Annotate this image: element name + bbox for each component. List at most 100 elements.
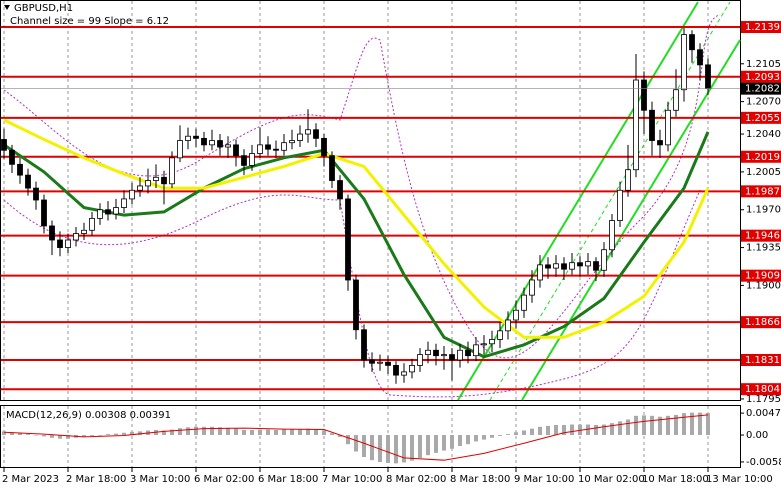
candle-body [401,371,407,376]
macd-bar [426,435,430,456]
title-arrow [4,5,10,10]
macd-bar [282,429,286,436]
macd-bar [578,424,582,436]
candle-body [417,354,423,366]
current-price-label: 1.2082 [745,84,780,95]
macd-bar [682,413,686,436]
x-tick-label: 9 Mar 10:00 [514,474,574,485]
macd-bar [138,431,142,436]
macd-title: MACD(12,26,9) 0.00308 0.00391 [6,410,171,421]
macd-bar [658,416,662,436]
macd-bar [546,425,550,436]
candle-body [265,144,271,150]
candle-body [473,344,479,357]
candle-body [273,148,279,151]
candle-body [217,140,223,148]
candle-body [113,207,119,215]
x-tick-label: 13 Mar 10:00 [706,474,773,485]
macd-bar [130,431,134,436]
candle-body [497,330,503,340]
macd-bar [482,435,486,440]
macd-bar [610,423,614,436]
candle-body [353,279,359,331]
macd-bar [66,435,70,439]
macd-bar [570,424,574,436]
y-tick-label: 1.2105 [746,59,781,70]
macd-bar [18,433,22,436]
macd-bar [394,435,398,464]
level-label: 1.2019 [745,152,780,163]
macd-bar [90,435,94,436]
y-tick-label: 1.1935 [746,243,781,254]
candle-body [625,169,631,191]
moving-average [3,118,710,339]
macd-bar [250,430,254,436]
y-tick-label: 0.00479 [746,408,781,419]
macd-bar [98,435,102,436]
candle-body [297,133,303,141]
candle-body [593,261,599,271]
macd-bar [330,433,334,436]
candle-body [577,262,583,267]
macd-bar [346,435,350,445]
macd-bar [530,428,534,436]
macd-bar [274,430,278,436]
level-label: 1.1987 [745,186,780,197]
level-label-box [741,383,781,396]
candle-body [313,129,319,139]
macd-bar [642,415,646,436]
macd-bar [178,428,182,436]
candle-body [449,354,455,361]
macd-bar [298,429,302,436]
macd-bar [474,435,478,442]
candle-body [649,109,655,141]
macd-bar [234,428,238,436]
macd-bar [626,419,630,436]
candle-body [481,343,487,346]
candle-body [489,339,495,345]
candle-body [153,176,159,181]
macd-bar [402,435,406,463]
macd-bar [618,421,622,436]
candle-body [169,157,175,185]
candle-body [697,49,703,66]
candle-body [641,79,647,111]
candle-body [129,189,135,200]
level-label-box [741,229,781,242]
x-tick-label: 3 Mar 10:00 [130,474,190,485]
candle-body [41,199,47,227]
y-tick-label: 1.1970 [746,205,781,216]
candle-body [257,144,263,154]
level-label: 1.2139 [745,22,780,33]
chart-subtitle: Channel size = 99 Slope = 6.12 [10,16,169,27]
x-tick-label: 10 Mar 02:00 [578,474,645,485]
x-tick-label: 10 Mar 18:00 [642,474,709,485]
y-tick-label: 1.1900 [746,280,781,291]
macd-bar [498,435,502,436]
y-tick-label: 1.2070 [746,97,781,108]
macd-bar [690,412,694,436]
candle-body [617,189,623,221]
x-tick-label: 7 Mar 10:00 [322,474,382,485]
macd-bar [354,435,358,452]
level-label: 1.2093 [745,72,780,83]
level-label: 1.1831 [745,355,780,366]
macd-bar [674,414,678,436]
macd-bar [34,435,38,436]
candle-body [193,135,199,139]
macd-bar [506,434,510,436]
level-label-box [741,111,781,124]
candle-body [633,79,639,171]
candle-body [89,217,95,231]
candle-body [105,209,111,215]
x-tick-label: 2 Mar 18:00 [66,474,126,485]
macd-bar [2,431,6,436]
candle-body [201,137,207,146]
macd-bar [562,424,566,436]
level-label: 1.1866 [745,317,780,328]
macd-bar [242,430,246,436]
current-price-box [741,82,781,95]
macd-bar [290,429,294,436]
macd-bar [306,428,310,436]
candle-body [137,185,143,191]
